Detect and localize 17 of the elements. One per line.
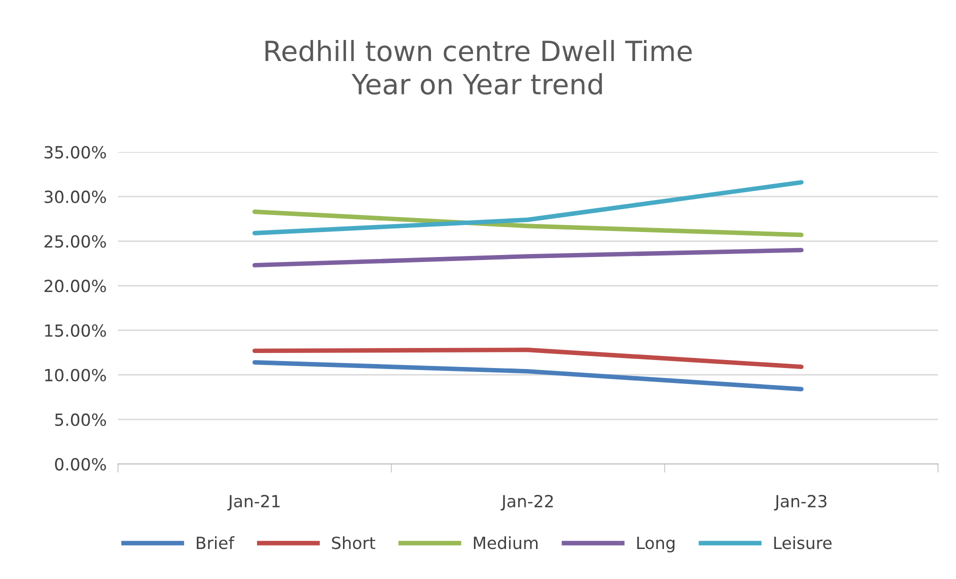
y-tick-label: 30.00% [44,190,106,204]
y-tick-label: 20.00% [44,280,106,292]
y-tick-label: 25.00% [44,235,106,248]
legend-label: Leisure [774,536,832,550]
y-tick-label: 15.00% [45,324,106,337]
x-tick-label: Jan-22 [500,494,553,511]
chart-title: Redhill town centre Dwell Time Year on Year trend [266,40,692,95]
legend-label: Short [332,536,376,550]
y-tick-label: 0.00% [55,458,106,471]
x-tick-label: Jan-23 [774,494,826,511]
legend-label: Medium [474,536,538,550]
y-tick-label: 10.00% [45,368,106,382]
legend-label: Brief [196,536,235,550]
y-tick-label: 35.00% [44,146,106,159]
legend-label: Long [637,536,674,552]
y-tick-label: 5.00% [55,413,106,426]
x-tick-label: Jan-21 [227,494,280,511]
